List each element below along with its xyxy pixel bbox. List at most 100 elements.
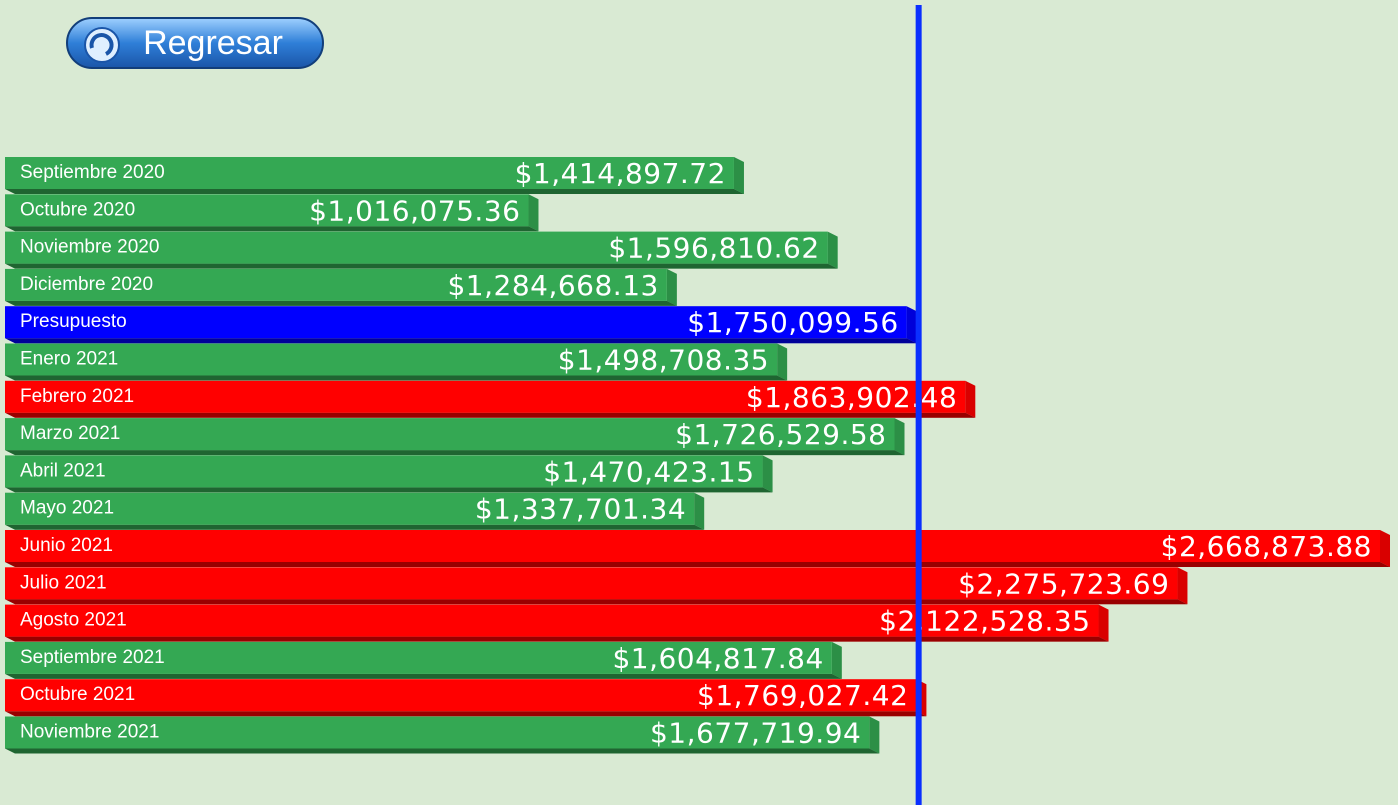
bar-bottom-shade bbox=[5, 711, 927, 717]
bar-bottom-shade bbox=[5, 450, 905, 456]
bar-bottom bbox=[5, 450, 905, 456]
category-label: Noviembre 2020 bbox=[20, 237, 159, 258]
bar bbox=[5, 380, 966, 413]
category-label: Agosto 2021 bbox=[20, 610, 127, 631]
category-label: Enero 2021 bbox=[20, 349, 118, 370]
value-label: $1,677,719.94 bbox=[650, 717, 861, 750]
bar-bottom bbox=[5, 748, 880, 754]
bar-bottom-shade bbox=[5, 487, 773, 493]
bar-side bbox=[694, 492, 705, 530]
bar-side-shade bbox=[694, 492, 705, 530]
bar-side-shade bbox=[869, 716, 880, 754]
bar-bottom-shade bbox=[5, 673, 842, 679]
bar-side bbox=[733, 157, 744, 194]
bar-side bbox=[965, 380, 976, 418]
bar-bottom bbox=[5, 412, 976, 418]
bar-bottom-shade bbox=[5, 748, 880, 754]
value-label: $1,726,529.58 bbox=[675, 418, 886, 451]
bar-bottom-shade bbox=[5, 375, 788, 381]
bar-side bbox=[827, 231, 838, 269]
bar-bottom bbox=[5, 636, 1109, 642]
bar-bottom-shade bbox=[5, 412, 976, 418]
bar-bottom-shade bbox=[5, 300, 677, 306]
bar-side-shade bbox=[666, 268, 677, 306]
bar-bottom-shade bbox=[5, 338, 917, 344]
bar bbox=[5, 716, 870, 749]
bar-bottom bbox=[5, 300, 677, 306]
category-label: Septiembre 2021 bbox=[20, 647, 165, 668]
category-label: Octubre 2020 bbox=[20, 199, 135, 220]
bar-bottom bbox=[5, 189, 744, 194]
bar-side bbox=[666, 268, 677, 306]
bar-bottom bbox=[5, 263, 838, 269]
bar-bottom-shade bbox=[5, 562, 1390, 567]
category-label: Diciembre 2020 bbox=[20, 274, 153, 295]
value-label: $1,498,708.35 bbox=[558, 344, 769, 377]
bar-side-shade bbox=[528, 194, 539, 232]
bar bbox=[5, 679, 917, 712]
value-label: $1,750,099.56 bbox=[687, 306, 898, 339]
category-label: Noviembre 2021 bbox=[20, 722, 159, 743]
value-label: $2,668,873.88 bbox=[1161, 530, 1372, 563]
button-label[interactable]: Regresar bbox=[143, 24, 283, 62]
bar-bottom bbox=[5, 338, 917, 344]
bar-bottom bbox=[5, 711, 927, 717]
bar-side-shade bbox=[1380, 530, 1390, 567]
bar bbox=[5, 567, 1178, 600]
bar bbox=[5, 418, 895, 451]
button-body[interactable] bbox=[66, 17, 324, 69]
value-label: $1,769,027.42 bbox=[697, 679, 908, 712]
bar-bottom-shade bbox=[5, 263, 838, 269]
bar-bottom bbox=[5, 673, 842, 679]
bar-side-shade bbox=[762, 455, 773, 493]
value-label: $1,016,075.36 bbox=[309, 194, 520, 227]
category-label: Marzo 2021 bbox=[20, 423, 120, 444]
bar-bottom-shade bbox=[5, 226, 539, 232]
bar-bottom-shade bbox=[5, 189, 744, 194]
bar-side-shade bbox=[831, 641, 842, 679]
category-label: Abril 2021 bbox=[20, 460, 106, 481]
bar-side bbox=[831, 641, 842, 679]
category-label: Julio 2021 bbox=[20, 572, 107, 593]
category-label: Presupuesto bbox=[20, 311, 127, 332]
bar bbox=[5, 492, 695, 525]
bar-bottom bbox=[5, 599, 1188, 605]
value-label: $1,414,897.72 bbox=[515, 157, 726, 190]
value-label: $1,284,668.13 bbox=[447, 269, 658, 302]
bar-side-shade bbox=[1177, 567, 1188, 605]
bar-side-shade bbox=[827, 231, 838, 269]
bar bbox=[5, 231, 828, 264]
category-label: Junio 2021 bbox=[20, 535, 113, 556]
bar-bottom bbox=[5, 524, 705, 530]
category-label: Octubre 2021 bbox=[20, 684, 135, 705]
bar-side-shade bbox=[965, 380, 976, 418]
category-label: Septiembre 2020 bbox=[20, 162, 165, 183]
category-label: Febrero 2021 bbox=[20, 386, 134, 407]
back-button[interactable]: Regresar bbox=[66, 17, 324, 69]
value-label: $1,470,423.15 bbox=[543, 455, 754, 488]
category-label: Mayo 2021 bbox=[20, 498, 114, 519]
bar-side bbox=[906, 306, 917, 344]
bar bbox=[5, 455, 763, 488]
bar-side bbox=[894, 418, 905, 456]
bar-side bbox=[869, 716, 880, 754]
bar bbox=[5, 530, 1380, 562]
value-label: $1,863,902.48 bbox=[746, 381, 957, 414]
bar bbox=[5, 157, 734, 189]
bar-side bbox=[1098, 604, 1109, 642]
bar-side bbox=[528, 194, 539, 232]
bar-side bbox=[1177, 567, 1188, 605]
bar-side-shade bbox=[894, 418, 905, 456]
bar bbox=[5, 641, 832, 674]
bar-side bbox=[1380, 530, 1390, 567]
button-arrow[interactable] bbox=[89, 33, 114, 56]
bar-bottom-shade bbox=[5, 524, 705, 530]
bar-side-shade bbox=[1098, 604, 1109, 642]
bar-bottom bbox=[5, 226, 539, 232]
bar-bottom-shade bbox=[5, 599, 1188, 605]
value-label: $1,604,817.84 bbox=[612, 642, 823, 675]
bar-side-shade bbox=[906, 306, 917, 344]
bar-bottom-shade bbox=[5, 636, 1109, 642]
